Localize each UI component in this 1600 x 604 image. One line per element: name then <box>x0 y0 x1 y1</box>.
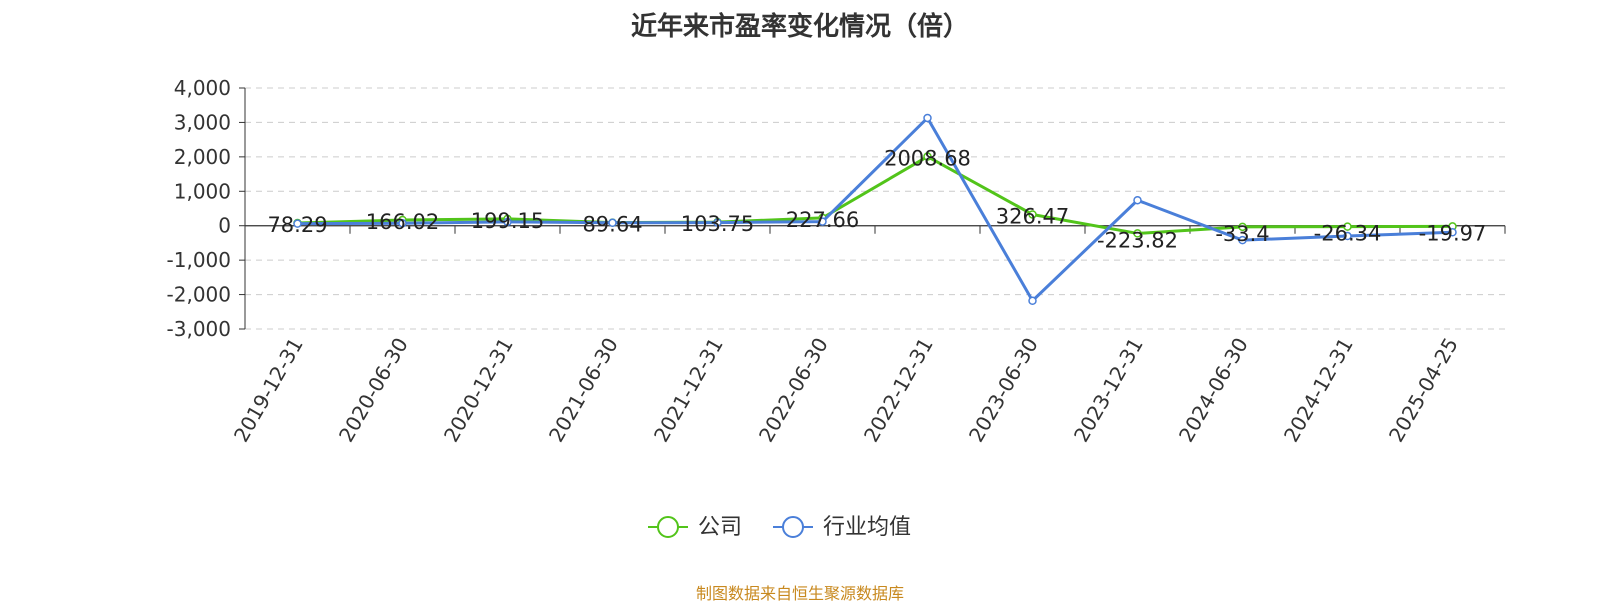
data-label: -26.34 <box>1314 222 1382 246</box>
x-tick-label: 2023-12-31 <box>1069 334 1148 447</box>
data-label: 89.64 <box>582 213 642 237</box>
x-tick-label: 2023-06-30 <box>964 334 1043 447</box>
data-label: -223.82 <box>1097 228 1178 252</box>
y-tick-label: -3,000 <box>167 317 231 341</box>
data-label: 78.29 <box>267 213 327 237</box>
data-label: 166.02 <box>366 210 439 234</box>
x-tick-label: 2022-06-30 <box>754 334 833 447</box>
y-tick-label: 3,000 <box>174 110 231 134</box>
data-label: 199.15 <box>471 209 544 233</box>
x-tick-label: 2025-04-25 <box>1384 334 1463 447</box>
legend-circle-icon <box>783 517 803 537</box>
x-tick-label: 2020-12-31 <box>439 334 518 447</box>
x-tick-label: 2019-12-31 <box>229 334 308 447</box>
data-label: 326.47 <box>996 204 1069 228</box>
legend-label: 行业均值 <box>823 515 911 540</box>
legend-item-industry[interactable]: 行业均值 <box>773 515 911 540</box>
series-lines <box>294 114 1456 304</box>
legend-label: 公司 <box>698 515 742 540</box>
x-tick-label: 2021-06-30 <box>544 334 623 447</box>
legend-circle-icon <box>658 517 678 537</box>
y-tick-label: -1,000 <box>167 248 231 272</box>
x-tick-label: 2024-06-30 <box>1174 334 1253 447</box>
y-tick-label: 4,000 <box>174 76 231 100</box>
grid-lines <box>245 88 1505 329</box>
data-point-industry <box>1134 197 1141 204</box>
data-label: -33.4 <box>1215 222 1269 246</box>
y-tick-label: -2,000 <box>167 283 231 307</box>
y-tick-label: 0 <box>218 214 231 238</box>
x-tick-label: 2024-12-31 <box>1279 334 1358 447</box>
legend: 公司 行业均值 <box>648 515 911 540</box>
axes: 4,0003,0002,0001,0000-1,000-2,000-3,0002… <box>167 76 1505 446</box>
data-label: 2008.68 <box>884 147 971 171</box>
data-point-industry <box>924 114 931 121</box>
legend-item-company[interactable]: 公司 <box>648 515 742 540</box>
y-tick-label: 2,000 <box>174 145 231 169</box>
data-label: -19.97 <box>1419 221 1487 245</box>
x-tick-label: 2022-12-31 <box>859 334 938 447</box>
y-tick-label: 1,000 <box>174 179 231 203</box>
x-tick-label: 2020-06-30 <box>334 334 413 447</box>
data-label: 227.66 <box>786 208 859 232</box>
data-point-industry <box>1029 297 1036 304</box>
data-label: 103.75 <box>681 212 754 236</box>
source-note: 制图数据来自恒生聚源数据库 <box>0 580 1600 604</box>
x-tick-label: 2021-12-31 <box>649 334 728 447</box>
